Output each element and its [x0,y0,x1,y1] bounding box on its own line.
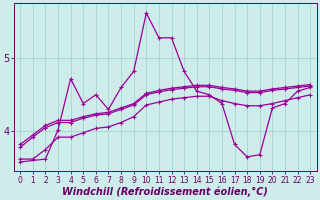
X-axis label: Windchill (Refroidissement éolien,°C): Windchill (Refroidissement éolien,°C) [62,186,268,197]
